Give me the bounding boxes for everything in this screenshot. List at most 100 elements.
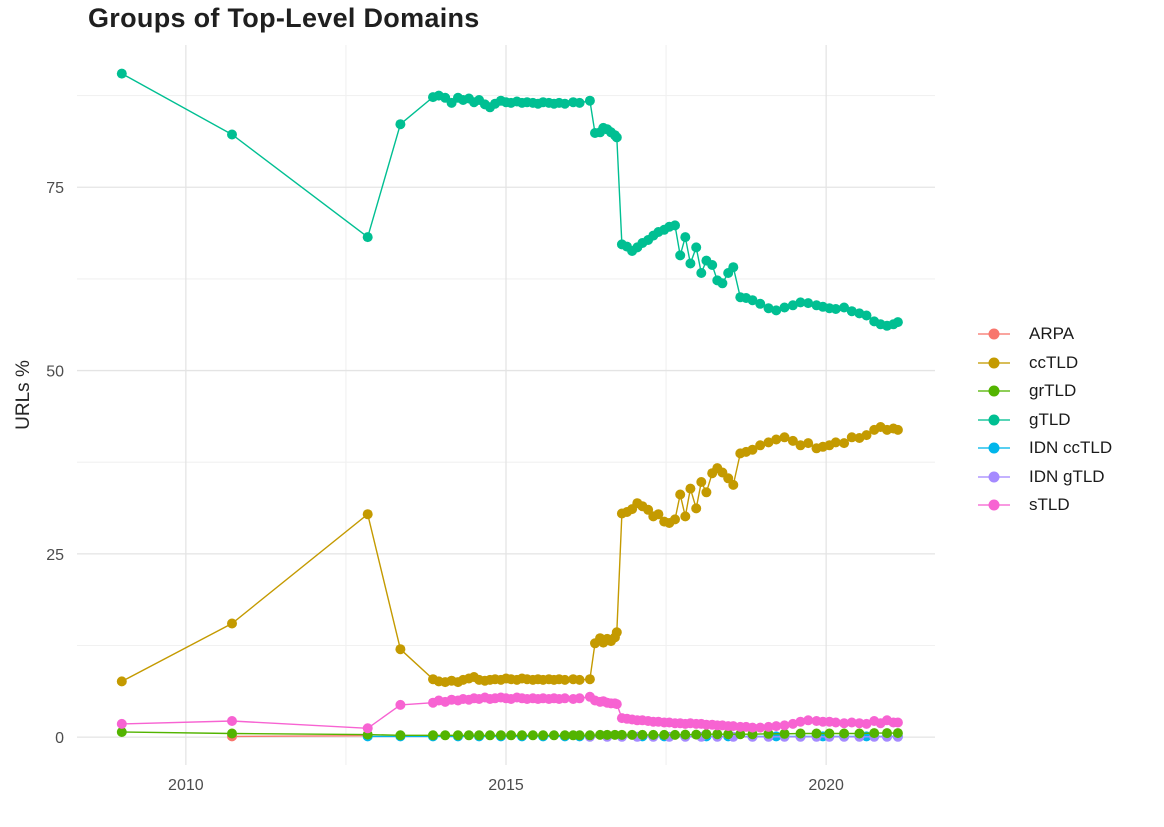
- data-point-stld: [892, 717, 903, 728]
- data-point-gtld: [795, 297, 806, 308]
- data-point-grtld: [680, 729, 691, 740]
- series-grtld: [116, 727, 903, 741]
- data-point-grtld: [723, 729, 734, 740]
- data-point-gtld: [227, 129, 237, 140]
- data-point-grtld: [453, 730, 463, 741]
- data-point-gtld: [707, 260, 718, 270]
- data-point-gtld: [685, 258, 696, 269]
- data-point-gtld: [574, 97, 585, 108]
- data-point-grtld: [637, 729, 648, 740]
- series-line-arpa: [231, 735, 368, 738]
- data-point-grtld: [712, 729, 723, 740]
- data-point-stld: [795, 716, 806, 727]
- data-point-stld: [763, 721, 774, 732]
- data-point-grtld: [795, 728, 806, 739]
- data-point-grtld: [659, 729, 670, 740]
- data-point-stld: [227, 716, 237, 726]
- series-cctld: [116, 422, 903, 688]
- data-point-gtld: [728, 262, 739, 273]
- data-point-stld: [755, 722, 766, 733]
- data-point-stld: [611, 699, 622, 710]
- data-point-stld: [747, 722, 758, 733]
- legend-item-cctld: ccTLD: [978, 349, 1112, 378]
- legend-key-icon: [978, 414, 1010, 426]
- legend-key-dot: [988, 357, 1000, 369]
- data-point-stld: [574, 693, 585, 704]
- y-tick-label: 0: [55, 730, 64, 747]
- data-point-grtld: [648, 729, 659, 740]
- data-point-cctld: [747, 444, 758, 455]
- legend-key-icon: [978, 442, 1010, 454]
- data-point-grtld: [506, 730, 517, 741]
- data-point-stld: [116, 718, 127, 729]
- data-point-cctld: [861, 430, 872, 441]
- data-point-grtld: [538, 730, 549, 741]
- data-point-cctld: [584, 674, 595, 685]
- y-tick-label: 75: [46, 180, 64, 197]
- legend-key-dot: [988, 471, 1000, 483]
- data-point-stld: [861, 718, 872, 729]
- data-point-stld: [846, 717, 857, 728]
- data-point-gtld: [747, 295, 758, 306]
- legend-label: IDN ccTLD: [1029, 438, 1113, 458]
- data-point-grtld: [609, 729, 620, 740]
- data-point-grtld: [735, 729, 746, 740]
- axis-tick-labels: 0 25 50 75 2010 2015 2020: [46, 180, 844, 794]
- data-point-gtld: [803, 298, 814, 309]
- data-point-gtld: [892, 317, 903, 328]
- series-arpa: [227, 730, 373, 742]
- data-point-gtld: [395, 119, 406, 130]
- legend-key-icon: [978, 499, 1010, 511]
- data-point-grtld: [395, 730, 406, 741]
- data-point-grtld: [495, 730, 506, 741]
- legend-key-icon: [978, 328, 1010, 340]
- legend-key-dot: [988, 414, 1000, 426]
- data-point-grtld: [839, 728, 850, 739]
- data-point-cctld: [685, 483, 696, 494]
- legend-key-dot: [988, 328, 1000, 340]
- data-point-gtld: [116, 68, 127, 79]
- legend-label: IDN gTLD: [1029, 466, 1105, 486]
- legend-label: grTLD: [1029, 381, 1077, 401]
- data-point-gtld: [830, 304, 841, 314]
- data-point-grtld: [463, 730, 474, 741]
- data-point-cctld: [779, 432, 790, 443]
- y-tick-label: 25: [46, 547, 64, 564]
- legend-key-dot: [988, 442, 1000, 454]
- data-point-grtld: [670, 729, 680, 740]
- legend-item-idn-cctld: IDN ccTLD: [978, 434, 1112, 463]
- data-point-grtld: [824, 728, 835, 739]
- legend-item-grtld: grTLD: [978, 377, 1112, 406]
- data-point-cctld: [116, 676, 127, 687]
- data-point-gtld: [846, 306, 857, 317]
- legend-label: sTLD: [1029, 495, 1070, 515]
- legend-key-icon: [978, 357, 1010, 369]
- x-tick-label: 2020: [808, 777, 844, 794]
- data-point-gtld: [755, 298, 766, 309]
- data-point-grtld: [854, 728, 865, 739]
- legend-key-icon: [978, 471, 1010, 483]
- legend-key-dot: [988, 499, 1000, 511]
- data-point-grtld: [892, 728, 903, 739]
- data-point-grtld: [595, 729, 606, 740]
- data-point-grtld: [485, 730, 495, 741]
- data-point-cctld: [701, 487, 712, 498]
- data-point-cctld: [803, 438, 814, 449]
- data-point-stld: [803, 715, 814, 726]
- data-point-cctld: [395, 644, 406, 655]
- data-point-grtld: [602, 729, 613, 740]
- data-point-cctld: [892, 424, 903, 435]
- x-tick-label: 2010: [168, 777, 204, 794]
- series-line-gtld: [121, 72, 899, 327]
- data-point-grtld: [691, 729, 702, 740]
- data-point-grtld: [627, 729, 638, 740]
- data-point-gtld: [670, 220, 680, 231]
- series-gtld: [116, 68, 903, 331]
- data-point-gtld: [362, 232, 373, 243]
- data-point-gtld: [787, 300, 798, 311]
- data-point-stld: [559, 693, 570, 704]
- legend-item-gtld: gTLD: [978, 406, 1112, 435]
- data-point-stld: [787, 718, 798, 729]
- data-point-grtld: [549, 730, 559, 741]
- data-point-cctld: [846, 432, 857, 443]
